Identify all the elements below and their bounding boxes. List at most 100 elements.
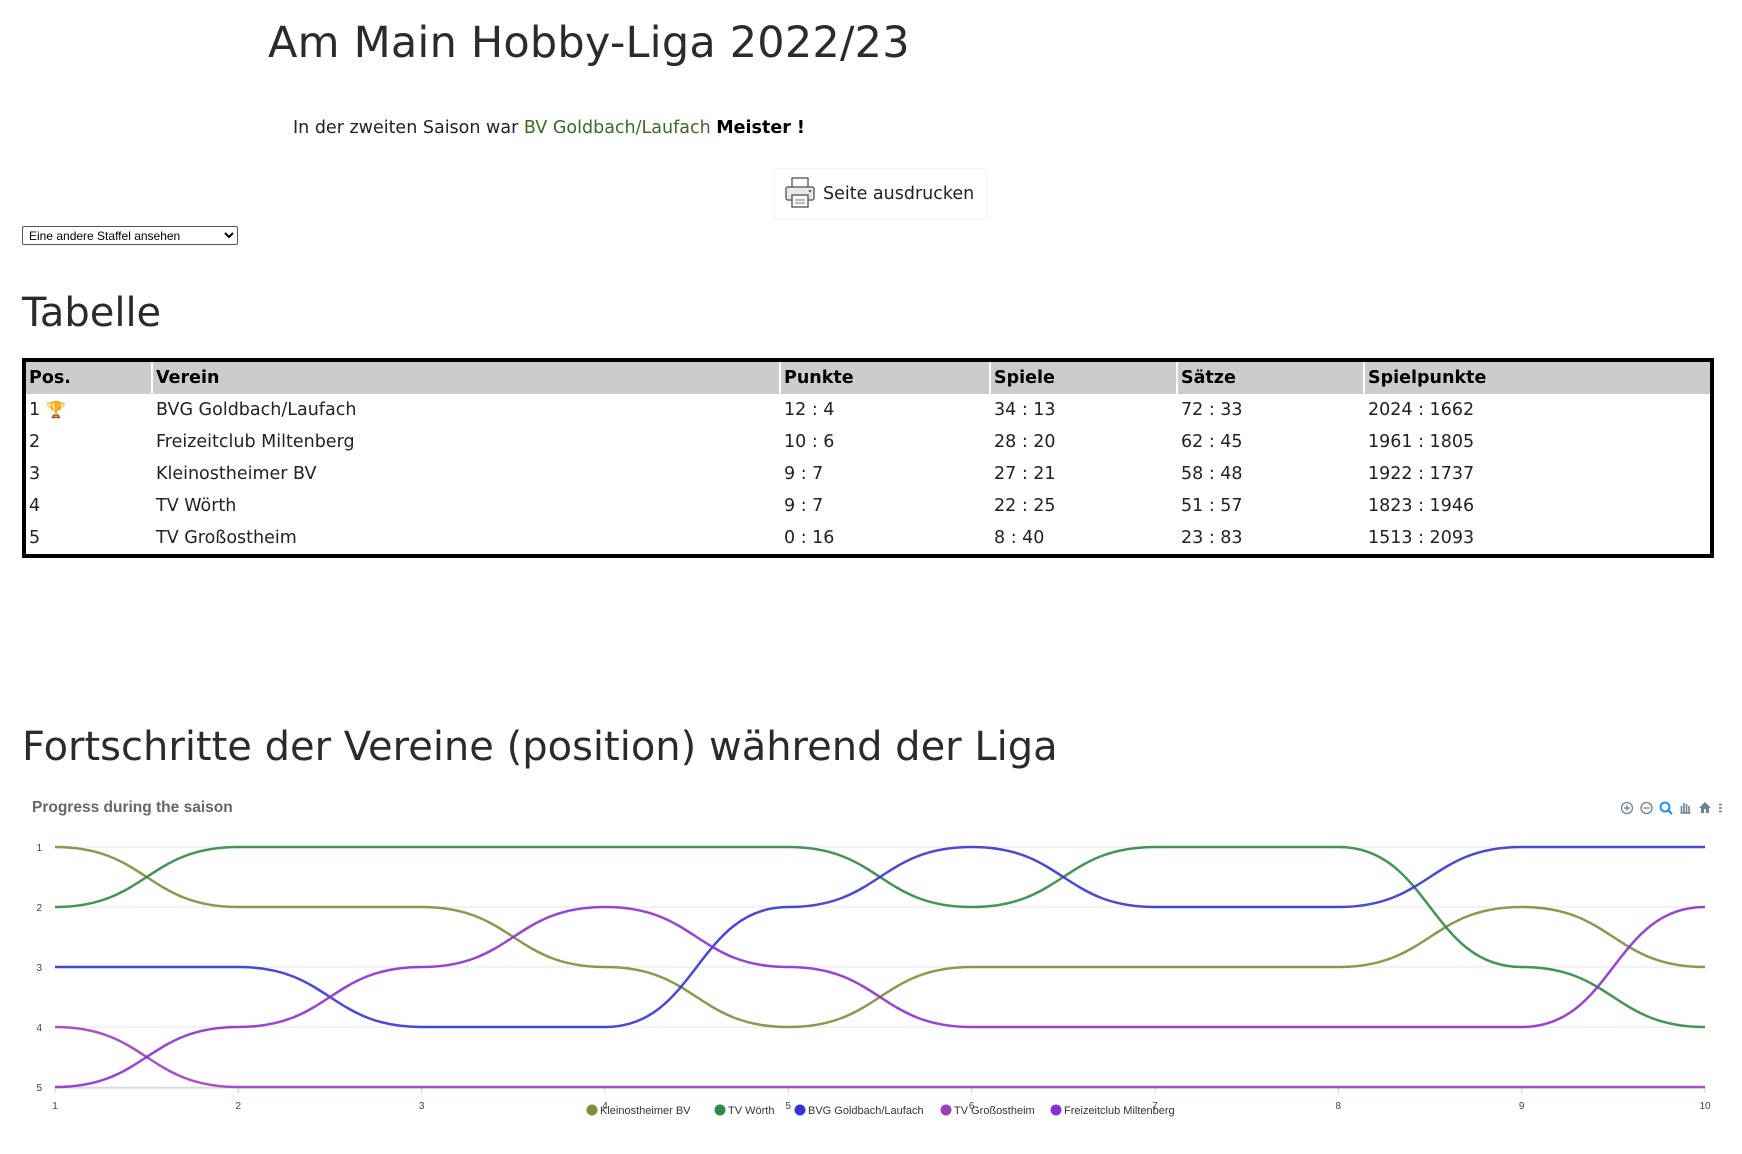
series-line-tv-gro-ostheim[interactable] [54, 1025, 1705, 1089]
table-row: 4 TV Wörth 9 : 7 22 : 25 51 : 57 1823 : … [26, 490, 1710, 522]
cell-saetze: 23 : 83 [1176, 522, 1364, 554]
zoom-in-icon[interactable] [1620, 801, 1634, 815]
cell-punkte: 9 : 7 [779, 490, 990, 522]
table-row: 1 🏆 BVG Goldbach/Laufach 12 : 4 34 : 13 7… [26, 394, 1710, 426]
cell-spiele: 22 : 25 [989, 490, 1177, 522]
x-tick-label: 2 [236, 1101, 242, 1112]
chart-toolbar [1620, 801, 1722, 815]
y-tick-label: 3 [36, 963, 42, 974]
pos-value: 1 [29, 400, 41, 420]
print-page-button[interactable]: Seite ausdrucken [774, 168, 988, 220]
cell-punkte: 12 : 4 [779, 394, 990, 426]
x-tick-label: 3 [419, 1101, 425, 1112]
table-section-title: Tabelle [22, 290, 162, 336]
series-line-kleinostheimer-bv[interactable] [54, 845, 1706, 1029]
progress-section-title: Fortschritte der Vereine (position) währ… [22, 724, 1058, 770]
y-axis-ticks: 1 2 3 4 5 [36, 843, 42, 1094]
y-tick-label: 2 [36, 903, 42, 914]
col-header-saetze: Sätze [1176, 362, 1364, 394]
cell-spiele: 8 : 40 [989, 522, 1177, 554]
legend-item[interactable]: TV Wörth [714, 1104, 775, 1118]
y-tick-label: 4 [36, 1023, 42, 1034]
legend-marker [714, 1104, 726, 1116]
pan-icon[interactable] [1680, 803, 1691, 814]
zoom-out-icon[interactable] [1640, 801, 1653, 815]
chart-title: Progress during the saison [32, 799, 233, 816]
cell-punkte: 10 : 6 [779, 426, 990, 458]
cell-saetze: 72 : 33 [1176, 394, 1364, 426]
cell-spielpunkte: 1922 : 1737 [1363, 458, 1710, 490]
trophy-icon: 🏆 [46, 400, 67, 419]
x-tick-label: 9 [1519, 1101, 1525, 1112]
cell-spiele: 28 : 20 [989, 426, 1177, 458]
cell-saetze: 51 : 57 [1176, 490, 1364, 522]
col-header-spielpunkte: Spielpunkte [1363, 362, 1710, 394]
print-label: Seite ausdrucken [823, 184, 975, 204]
legend-item[interactable]: BVG Goldbach/Laufach [794, 1104, 924, 1118]
cell-pos: 5 [29, 528, 41, 548]
cell-pos: 1 🏆 [26, 394, 152, 426]
cell-punkte: 9 : 7 [779, 458, 990, 490]
legend-marker [940, 1104, 952, 1116]
y-tick-label: 5 [36, 1083, 42, 1094]
col-header-punkte: Punkte [779, 362, 990, 394]
y-tick-label: 1 [36, 843, 42, 854]
x-tick-label: 6 [969, 1101, 975, 1112]
cell-verein: TV Wörth [151, 490, 780, 522]
cell-spielpunkte: 1513 : 2093 [1363, 522, 1710, 554]
legend-item[interactable]: Kleinostheimer BV [586, 1104, 692, 1118]
cell-spiele: 27 : 21 [989, 458, 1177, 490]
cell-verein: BVG Goldbach/Laufach [151, 394, 780, 426]
x-tick-label: 7 [1152, 1101, 1158, 1112]
intro-prefix: In der zweiten Saison war [293, 118, 519, 138]
legend-label: Freizeitclub Miltenberg [1064, 1105, 1175, 1117]
col-header-spiele: Spiele [989, 362, 1177, 394]
chart-grid [55, 846, 1705, 1088]
legend-item[interactable]: Freizeitclub Miltenberg [1050, 1104, 1175, 1118]
x-tick-label: 8 [1336, 1101, 1342, 1112]
page-title: Am Main Hobby-Liga 2022/23 [268, 18, 910, 68]
legend-marker [794, 1104, 806, 1116]
series-line-tv-w-rth[interactable] [54, 845, 1706, 1029]
cell-spielpunkte: 2024 : 1662 [1363, 394, 1710, 426]
season-intro-text: In der zweiten Saison war BV Goldbach/La… [293, 118, 805, 138]
cell-punkte: 0 : 16 [779, 522, 990, 554]
chart-series [54, 845, 1706, 1089]
cell-saetze: 62 : 45 [1176, 426, 1364, 458]
series-line-freizeitclub-miltenberg[interactable] [54, 905, 1706, 1089]
legend-label: BVG Goldbach/Laufach [808, 1105, 924, 1117]
cell-pos: 2 [29, 432, 41, 452]
cell-verein: TV Großostheim [151, 522, 780, 554]
legend-label: TV Großostheim [954, 1105, 1035, 1117]
cell-saetze: 58 : 48 [1176, 458, 1364, 490]
champion-club-link[interactable]: BV Goldbach/Laufach [523, 118, 711, 138]
legend-item[interactable]: TV Großostheim [940, 1104, 1035, 1118]
cell-verein: Freizeitclub Miltenberg [151, 426, 780, 458]
cell-verein: Kleinostheimer BV [151, 458, 780, 490]
standings-table: Pos. Verein Punkte Spiele Sätze Spielpun… [22, 358, 1714, 558]
x-tick-label: 5 [786, 1101, 792, 1112]
legend-marker [586, 1104, 598, 1116]
cell-pos: 4 [29, 496, 41, 516]
legend-marker [1050, 1104, 1062, 1116]
series-line-bvg-goldbach-laufach[interactable] [54, 845, 1705, 1029]
legend-label: TV Wörth [728, 1105, 774, 1117]
x-tick-label: 1 [52, 1101, 58, 1112]
reset-home-icon[interactable] [1699, 802, 1711, 813]
cell-pos: 3 [29, 464, 41, 484]
staffel-select[interactable]: Eine andere Staffel ansehen [22, 226, 238, 245]
chart-legend: Kleinostheimer BV TV Wörth BVG Goldbach/La… [586, 1104, 1175, 1118]
cell-spielpunkte: 1961 : 1805 [1363, 426, 1710, 458]
x-tick-label: 10 [1699, 1101, 1711, 1112]
cell-spiele: 34 : 13 [989, 394, 1177, 426]
table-row: 5 TV Großostheim 0 : 16 8 : 40 23 : 83 1… [26, 522, 1710, 554]
x-tick-label: 4 [602, 1101, 608, 1112]
champion-label: Meister ! [716, 118, 805, 138]
cell-spielpunkte: 1823 : 1946 [1363, 490, 1710, 522]
legend-label: Kleinostheimer BV [600, 1105, 691, 1117]
printer-icon [783, 175, 817, 214]
table-row: 2 Freizeitclub Miltenberg 10 : 6 28 : 20… [26, 426, 1710, 458]
zoom-select-icon[interactable] [1659, 801, 1673, 815]
col-header-pos: Pos. [26, 362, 152, 394]
menu-icon[interactable] [1719, 803, 1722, 813]
